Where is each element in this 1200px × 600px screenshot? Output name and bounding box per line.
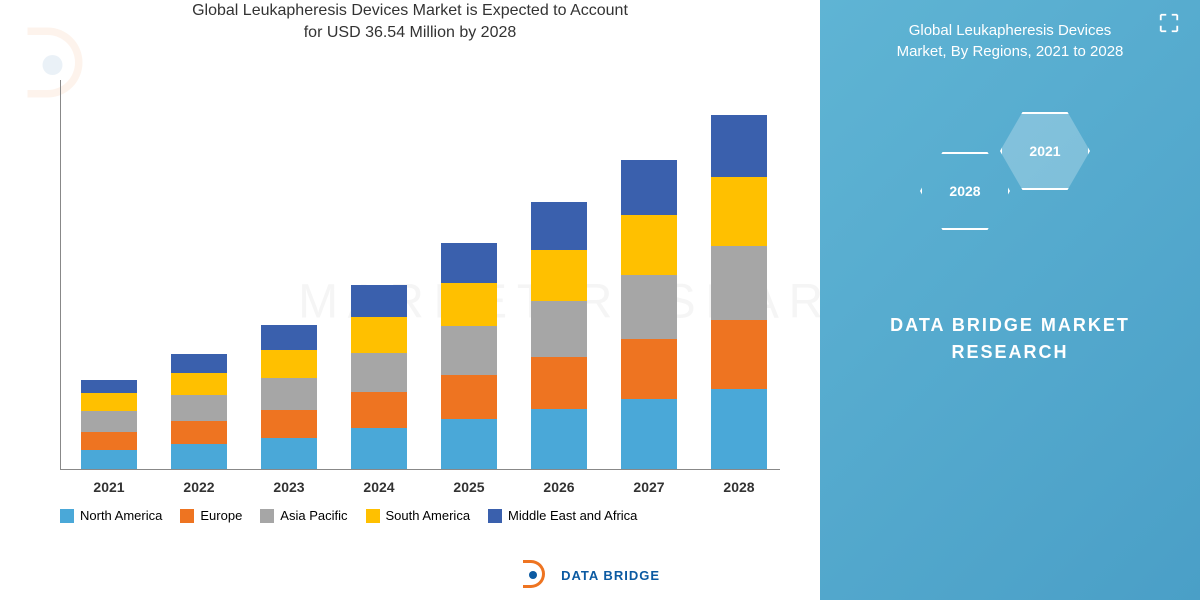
bar-segment (621, 275, 677, 339)
legend-label: Asia Pacific (280, 508, 347, 523)
bar-segment (81, 411, 137, 432)
bar-segment (171, 421, 227, 443)
legend-item: North America (60, 508, 162, 523)
legend-label: North America (80, 508, 162, 523)
legend-label: Europe (200, 508, 242, 523)
title-line-2: for USD 36.54 Million by 2028 (304, 24, 517, 41)
databridge-logo-icon (523, 560, 553, 590)
bar-segment (261, 325, 317, 350)
x-axis-label: 2026 (531, 479, 587, 495)
brand-line-1: DATA BRIDGE MARKET (890, 315, 1130, 335)
bar-segment (261, 350, 317, 378)
brand-wordmark: DATA BRIDGE MARKET RESEARCH (840, 312, 1180, 366)
bar-segment (171, 373, 227, 395)
bar-segment (711, 320, 767, 390)
bar-segment (351, 428, 407, 469)
chart-title: Global Leukapheresis Devices Market is E… (20, 0, 800, 45)
hex-label-2028: 2028 (949, 183, 980, 199)
bar-segment (441, 375, 497, 419)
x-axis-label: 2021 (81, 479, 137, 495)
bar-segment (81, 380, 137, 394)
hex-label-2021: 2021 (1029, 143, 1060, 159)
right-panel-title: Global Leukapheresis Devices Market, By … (840, 20, 1180, 62)
bar-segment (531, 202, 587, 250)
bar-group: 2025 (441, 243, 497, 469)
bar-segment (351, 317, 407, 353)
hexagon-2021: 2021 (1000, 112, 1090, 190)
right-panel: Global Leukapheresis Devices Market, By … (820, 0, 1200, 600)
footer-brand-logo: DATA BRIDGE (523, 560, 660, 590)
x-axis-label: 2022 (171, 479, 227, 495)
x-axis-label: 2028 (711, 479, 767, 495)
bar-group: 2024 (351, 285, 407, 469)
bar-segment (81, 432, 137, 449)
bar-segment (441, 243, 497, 283)
bar-segment (621, 215, 677, 275)
bar-segment (441, 326, 497, 375)
bar-segment (351, 392, 407, 428)
x-axis-label: 2023 (261, 479, 317, 495)
bar-segment (171, 444, 227, 469)
bar-group: 2021 (81, 380, 137, 469)
bar-segment (531, 409, 587, 469)
legend-swatch (366, 509, 380, 523)
bar-segment (711, 389, 767, 469)
hexagon-2028: 2028 (920, 152, 1010, 230)
bar-segment (171, 354, 227, 373)
title-line-1: Global Leukapheresis Devices Market is E… (192, 2, 628, 19)
brand-line-2: RESEARCH (951, 342, 1068, 362)
bar-group: 2022 (171, 354, 227, 469)
bar-segment (261, 378, 317, 410)
bar-segment (261, 438, 317, 469)
expand-icon[interactable] (1158, 12, 1180, 34)
bar-segment (621, 160, 677, 215)
legend-swatch (260, 509, 274, 523)
bar-group: 2026 (531, 202, 587, 469)
right-title-line-1: Global Leukapheresis Devices (909, 22, 1112, 39)
bar-segment (441, 419, 497, 469)
legend-swatch (180, 509, 194, 523)
right-title-line-2: Market, By Regions, 2021 to 2028 (897, 43, 1124, 60)
legend-swatch (60, 509, 74, 523)
bar-segment (81, 450, 137, 469)
bar-segment (261, 410, 317, 438)
stacked-bar-chart: 2021 2022 2023 2024 2025 2026 2027 2028 (60, 80, 780, 470)
chart-legend: North America Europe Asia Pacific South Ame… (60, 508, 637, 523)
bar-segment (531, 250, 587, 301)
bar-segment (531, 357, 587, 408)
bar-group: 2023 (261, 325, 317, 470)
footer-brand-text: DATA BRIDGE (561, 568, 660, 583)
bar-segment (531, 301, 587, 357)
x-axis-label: 2027 (621, 479, 677, 495)
legend-item: South America (366, 508, 471, 523)
legend-item: Middle East and Africa (488, 508, 637, 523)
bar-segment (81, 393, 137, 410)
legend-item: Asia Pacific (260, 508, 347, 523)
legend-item: Europe (180, 508, 242, 523)
legend-swatch (488, 509, 502, 523)
bar-segment (351, 353, 407, 393)
bar-segment (621, 399, 677, 469)
bar-segment (171, 395, 227, 421)
x-axis-label: 2025 (441, 479, 497, 495)
bar-segment (621, 339, 677, 399)
left-panel: Global Leukapheresis Devices Market is E… (0, 0, 820, 600)
bar-group: 2027 (621, 160, 677, 469)
x-axis-label: 2024 (351, 479, 407, 495)
hexagon-graphic: 2028 2021 (840, 92, 1180, 272)
bar-segment (711, 177, 767, 246)
bar-segment (441, 283, 497, 327)
bar-segment (711, 115, 767, 177)
bar-segment (711, 246, 767, 320)
bar-group: 2028 (711, 115, 767, 469)
legend-label: South America (386, 508, 471, 523)
bar-segment (351, 285, 407, 317)
legend-label: Middle East and Africa (508, 508, 637, 523)
